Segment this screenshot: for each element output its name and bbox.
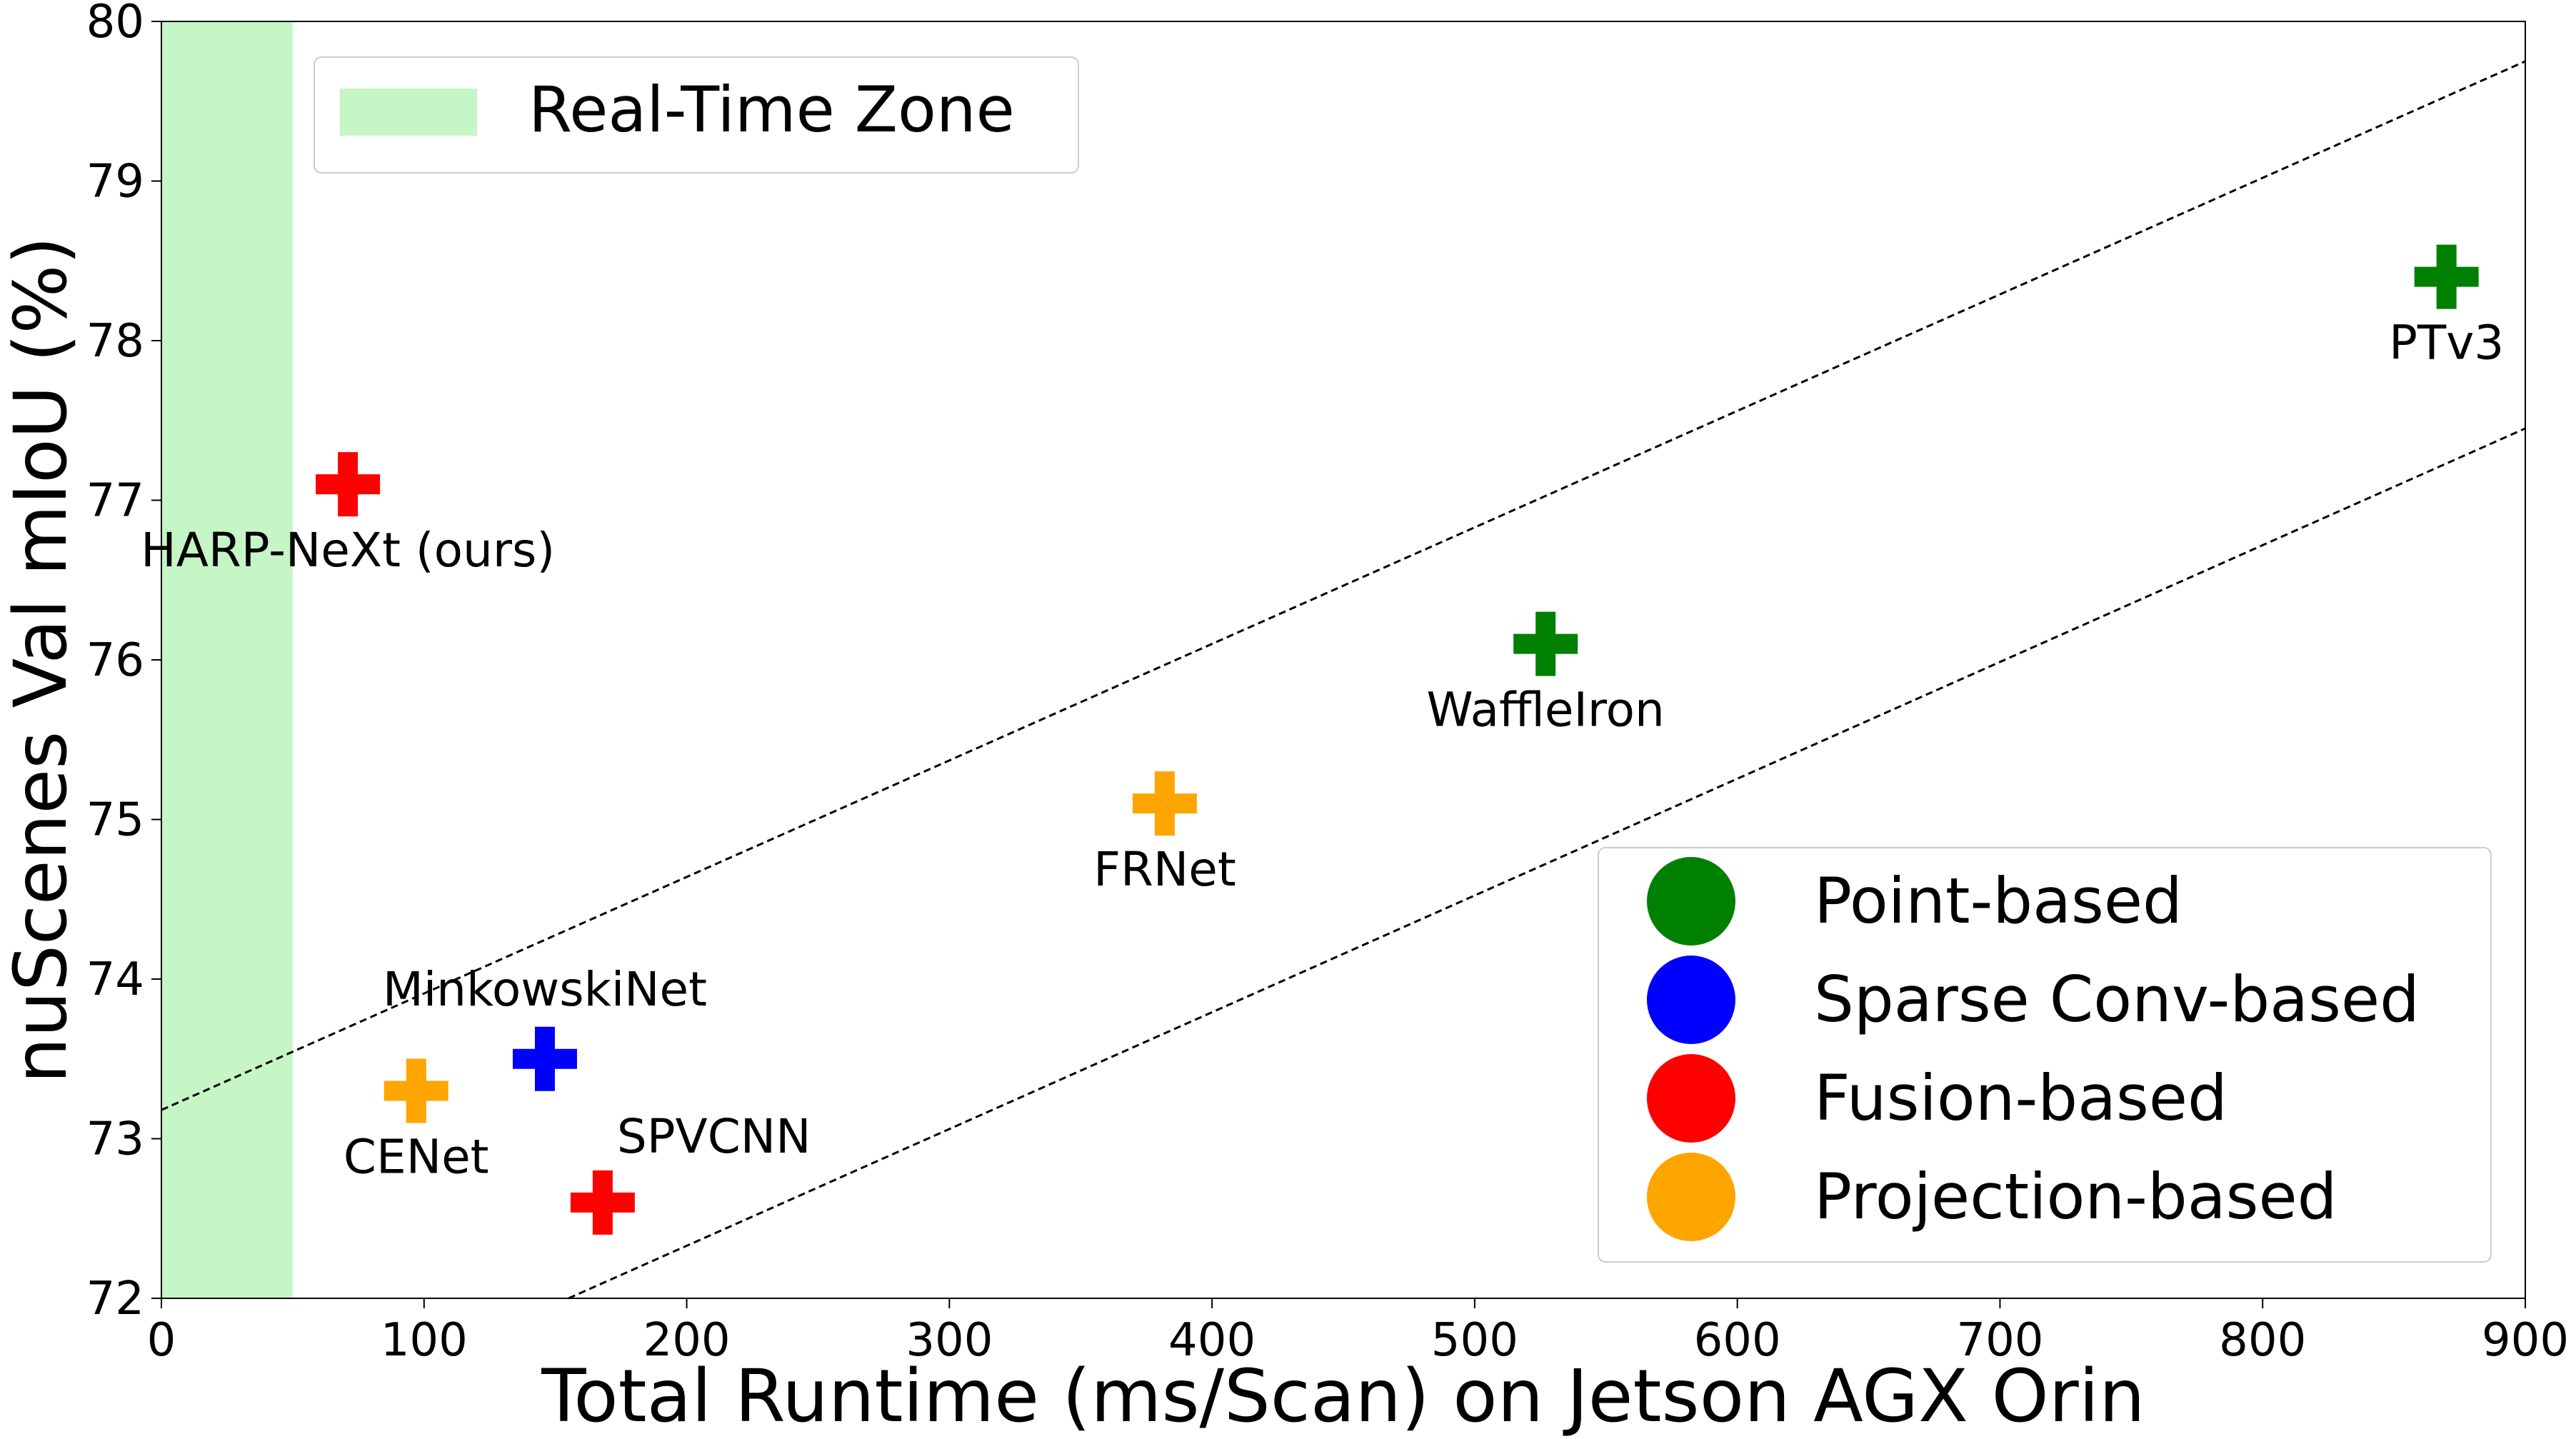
y-tick-label: 72 [86, 1273, 144, 1325]
category-legend-box [1598, 847, 2492, 1263]
x-tick-label: 0 [147, 1314, 176, 1367]
point-label: WaffleIron [1427, 683, 1665, 738]
y-tick-label: 73 [86, 1113, 144, 1166]
reference-line [161, 60, 2526, 1111]
plus-marker [512, 1026, 577, 1091]
y-tick-label: 78 [86, 315, 144, 368]
x-tick-label: 900 [2482, 1314, 2569, 1367]
x-tick-label: 200 [643, 1314, 730, 1367]
legend-label: Projection-based [1814, 1160, 2337, 1233]
plus-marker [384, 1058, 448, 1123]
legend-swatch [1647, 956, 1735, 1044]
x-tick-label: 700 [1956, 1314, 2043, 1367]
y-tick-label: 80 [86, 0, 144, 49]
data-point: CENet [344, 1058, 489, 1184]
legend-swatch [1647, 1054, 1735, 1143]
plus-marker [1513, 611, 1578, 676]
data-point: MinkowskiNet [383, 962, 707, 1091]
data-point: SPVCNN [570, 1109, 811, 1235]
y-tick-label: 77 [86, 475, 144, 528]
point-label: PTv3 [2389, 316, 2504, 371]
x-tick-label: 800 [2219, 1314, 2306, 1367]
reference-line [568, 427, 2526, 1300]
y-axis-label: nuScenes Val mIoU (%) [0, 236, 84, 1083]
data-point: FRNet [1093, 771, 1236, 897]
zone-legend-label: Real-Time Zone [528, 73, 1015, 146]
data-points: HARP-NeXt (ours) PTv3 WaffleIron FRNet Minko… [141, 244, 2504, 1235]
data-point: PTv3 [2389, 244, 2504, 371]
y-axis-ticks: 72 73 74 75 76 77 78 79 80 [86, 0, 161, 1325]
plus-marker [2414, 244, 2479, 309]
reference-lines [161, 60, 2526, 1300]
y-tick-label: 79 [86, 156, 144, 209]
point-label: SPVCNN [617, 1109, 811, 1164]
x-tick-label: 400 [1168, 1314, 1256, 1367]
x-axis-ticks: 0 100 200 300 400 500 600 700 800 900 [147, 1298, 2569, 1367]
zone-legend-swatch [340, 89, 477, 136]
x-tick-label: 600 [1694, 1314, 1781, 1367]
real-time-zone [161, 21, 293, 1298]
y-tick-label: 75 [86, 794, 144, 847]
zone-legend-box [314, 56, 1079, 174]
zone-legend: Real-Time Zone [314, 56, 1079, 174]
x-tick-label: 100 [381, 1314, 468, 1367]
legend-label: Point-based [1814, 864, 2182, 938]
data-point: HARP-NeXt (ours) [141, 452, 555, 578]
x-tick-label: 300 [906, 1314, 993, 1367]
plus-marker [316, 452, 381, 517]
x-tick-label: 500 [1431, 1314, 1518, 1367]
legend-label: Sparse Conv-based [1814, 963, 2420, 1036]
point-label: CENet [344, 1129, 489, 1184]
plus-marker [570, 1170, 635, 1235]
legend-swatch [1647, 1153, 1735, 1241]
point-label: MinkowskiNet [383, 962, 707, 1017]
category-legend: Point-based Sparse Conv-based Fusion-based… [1598, 847, 2492, 1263]
y-tick-label: 76 [86, 634, 144, 687]
plus-marker [1132, 771, 1197, 836]
legend-swatch [1647, 857, 1735, 946]
x-axis-label: Total Runtime (ms/Scan) on Jetson AGX Or… [541, 1354, 2145, 1439]
y-tick-label: 74 [86, 953, 144, 1006]
data-point: WaffleIron [1427, 611, 1665, 738]
legend-label: Fusion-based [1814, 1061, 2227, 1135]
point-label: FRNet [1093, 842, 1236, 897]
point-label: HARP-NeXt (ours) [141, 523, 555, 578]
